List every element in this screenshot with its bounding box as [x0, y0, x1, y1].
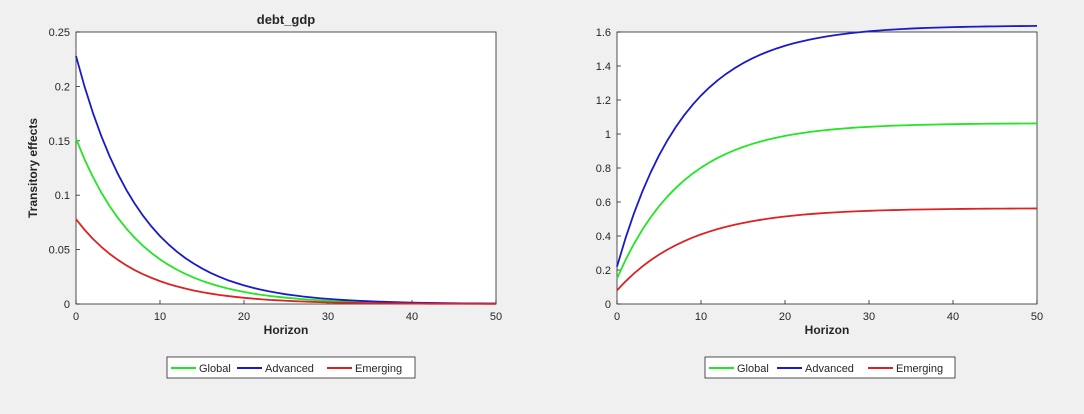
chart-left-xtick-label: 40 — [406, 311, 418, 323]
chart-right-xtick-label: 40 — [947, 311, 959, 323]
chart-left-xtick-label: 10 — [154, 311, 166, 323]
chart-right-ytick-label: 0.4 — [596, 231, 611, 243]
chart-right-ytick-label: 0 — [605, 299, 611, 311]
chart-right-legend-box — [704, 356, 956, 379]
chart-left-plot-area — [75, 31, 497, 305]
chart-right-xtick-label: 50 — [1031, 311, 1043, 323]
chart-left-xtick-label: 20 — [238, 311, 250, 323]
chart-left-ytick-label: 0 — [64, 299, 70, 311]
chart-right-legend-label-emerging: Emerging — [896, 363, 943, 375]
chart-right-ytick-label: 0.8 — [596, 163, 611, 175]
chart-left-title: debt_gdp — [257, 12, 316, 27]
chart-right: 0 10 20 30 40 50 0 0.2 0.4 0.6 0.8 1 1.2 1.4 1.6 Horiz… — [596, 25, 1043, 379]
chart-right-legend-label-global: Global — [737, 363, 769, 375]
chart-right-series — [616, 25, 1038, 292]
chart-left-legend-label-global: Global — [199, 363, 231, 375]
chart-right-xtick-label: 0 — [614, 311, 620, 323]
chart-left-ytick-label: 0.15 — [49, 136, 70, 148]
chart-right-xtick-label: 30 — [863, 311, 875, 323]
chart-right-xlabel: Horizon — [805, 323, 850, 337]
chart-right-xtick-label: 20 — [779, 311, 791, 323]
chart-right-xtick-label: 10 — [695, 311, 707, 323]
chart-left-xtick-label: 30 — [322, 311, 334, 323]
chart-left-xtick-label: 50 — [490, 311, 502, 323]
chart-right-legend[interactable]: Global Advanced Emerging — [704, 356, 956, 379]
chart-right-ytick-label: 1.4 — [596, 61, 611, 73]
chart-right-series-advanced — [616, 25, 1038, 267]
chart-left-ytick-label: 0.1 — [55, 190, 70, 202]
chart-left-series-emerging — [75, 218, 496, 305]
chart-left-legend[interactable]: Global Advanced Emerging — [166, 356, 416, 379]
chart-left-legend-box — [166, 356, 416, 379]
chart-right-legend-label-advanced: Advanced — [805, 363, 854, 375]
chart-left-series — [75, 55, 497, 305]
chart-right-plot-area — [616, 31, 1038, 305]
chart-right-ytick-label: 1.6 — [596, 27, 611, 39]
chart-left-ylabel: Transitory effects — [26, 118, 40, 218]
chart-right-ytick-label: 0.2 — [596, 265, 611, 277]
chart-left-ticks: 0 10 20 30 40 50 0 0.05 0.1 0.15 0.2 0.25 — [49, 27, 503, 323]
chart-left-ytick-label: 0.05 — [49, 245, 70, 257]
chart-left-xtick-label: 0 — [73, 311, 79, 323]
chart-left-legend-label-emerging: Emerging — [355, 363, 402, 375]
chart-left-xlabel: Horizon — [264, 323, 309, 337]
chart-right-ticks: 0 10 20 30 40 50 0 0.2 0.4 0.6 0.8 1 1.2 1.4 1.6 — [596, 27, 1043, 323]
chart-right-ytick-label: 1 — [605, 129, 611, 141]
chart-left-ytick-label: 0.25 — [49, 27, 70, 39]
chart-left: debt_gdp 0 10 20 30 40 5000.050.10.150.20.25 … — [26, 12, 503, 379]
chart-left-legend-label-advanced: Advanced — [265, 363, 314, 375]
chart-right-series-global — [616, 122, 1038, 279]
chart-left-ytick-label: 0.2 — [55, 81, 70, 93]
chart-right-series-emerging — [616, 207, 1038, 292]
chart-right-ytick-label: 1.2 — [596, 95, 611, 107]
chart-right-ytick-label: 0.6 — [596, 197, 611, 209]
